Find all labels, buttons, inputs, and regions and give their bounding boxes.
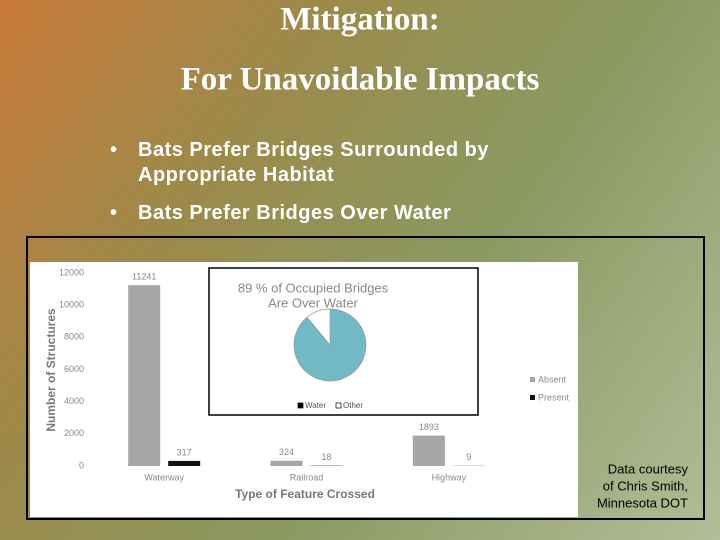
legend-label: Water	[305, 401, 326, 410]
y-tick-label: 4000	[64, 396, 84, 406]
y-tick-label: 8000	[64, 332, 84, 342]
y-tick-label: 6000	[64, 364, 84, 374]
x-tick-label: Highway	[432, 472, 467, 482]
legend-swatch	[530, 395, 535, 400]
pie-title: Are Over Water	[268, 295, 358, 310]
note: Data courtesy	[608, 461, 689, 476]
bullet-box: • Bats Prefer Bridges Over Water	[110, 201, 608, 226]
value-label: 317	[177, 447, 192, 457]
note: of Chris Smith,	[603, 478, 688, 493]
bullet-dot: •	[110, 202, 118, 224]
y-tick-label: 10000	[59, 300, 84, 310]
bullet: • Bats Prefer Bridges Surrounded by Appro…	[110, 138, 608, 188]
legend-swatch	[335, 402, 342, 409]
note: Minnesota DOT	[597, 495, 688, 510]
bullet: • Bats Prefer Bridges Over Water	[110, 201, 608, 226]
value-label: 18	[321, 452, 331, 462]
value-label: 1893	[419, 422, 439, 432]
pie-title: 89 % of Occupied Bridges	[238, 280, 389, 295]
pie-slice	[306, 308, 331, 346]
value-label: 9	[466, 452, 471, 462]
bar	[270, 460, 303, 466]
bar	[168, 460, 201, 466]
bullet-text: Bats Prefer Bridges Surrounded by Approp…	[138, 139, 490, 186]
title-line: For Unavoidable Impacts	[181, 62, 540, 98]
y-tick-label: 12000	[59, 267, 84, 277]
bar	[412, 435, 445, 466]
bullet-box: • Bats Prefer Bridges Surrounded by Appro…	[110, 138, 608, 188]
y-tick-label: 2000	[64, 428, 84, 438]
title-line: Mitigation:	[280, 2, 439, 38]
bullet-text: Bats Prefer Bridges Over Water	[138, 202, 452, 224]
legend-label: Absent	[538, 374, 567, 384]
legend-label: Present	[538, 392, 570, 402]
y-tick-label: 0	[79, 460, 84, 470]
value-label: 324	[279, 447, 294, 457]
legend-swatch	[297, 402, 304, 409]
legend-swatch	[530, 377, 535, 382]
frame	[26, 236, 705, 520]
x-tick-label: Waterway	[144, 472, 184, 482]
legend-label: Other	[343, 401, 363, 410]
bar	[128, 285, 161, 466]
x-axis-label: Type of Feature Crossed	[235, 487, 375, 501]
x-tick-label: Railroad	[290, 472, 324, 482]
y-axis-label: Number of Structures	[44, 308, 58, 432]
value-label: 11241	[132, 272, 156, 282]
bullet-dot: •	[110, 139, 118, 161]
